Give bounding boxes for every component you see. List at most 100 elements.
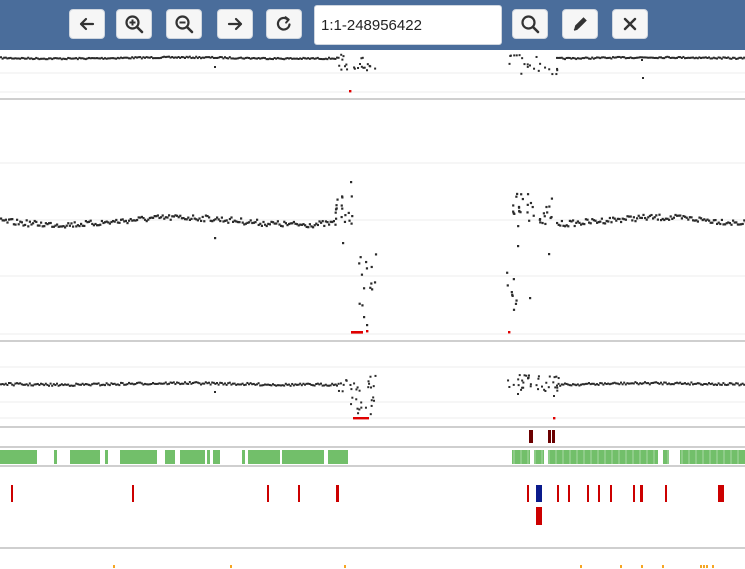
data-point (296, 223, 299, 226)
data-point (623, 56, 626, 59)
data-point (14, 223, 17, 226)
zoom-in-button[interactable] (116, 9, 152, 39)
search-icon (521, 15, 540, 34)
data-point (733, 56, 736, 59)
data-point (92, 57, 95, 60)
data-point (244, 383, 247, 386)
data-point (641, 59, 643, 61)
data-point (628, 215, 631, 218)
data-point (224, 56, 226, 59)
data-point (720, 218, 723, 222)
data-point (68, 224, 71, 227)
feature-bar (11, 485, 13, 502)
data-point (257, 57, 260, 60)
data-point (592, 382, 595, 385)
data-point (160, 216, 163, 219)
data-point (25, 383, 28, 386)
data-point (695, 382, 698, 385)
data-point (323, 58, 326, 61)
data-point (616, 217, 619, 220)
data-point (616, 55, 619, 58)
feature-bar (718, 485, 724, 502)
zoom-out-button[interactable] (166, 9, 202, 39)
data-point (276, 56, 279, 59)
data-point (341, 196, 344, 199)
data-point (568, 384, 571, 387)
data-point (153, 57, 156, 60)
data-point (324, 57, 327, 60)
data-point (328, 223, 331, 226)
data-point (70, 57, 73, 60)
highlight-segment (351, 331, 363, 334)
data-point (719, 56, 722, 59)
data-point (716, 57, 718, 60)
data-point (331, 382, 334, 385)
data-point (608, 56, 611, 59)
edit-button[interactable] (562, 9, 598, 39)
region-input[interactable] (314, 5, 502, 45)
data-point (270, 384, 273, 387)
data-point (153, 382, 156, 385)
back-button[interactable] (69, 9, 105, 39)
data-point (171, 56, 174, 59)
data-point (294, 383, 297, 386)
data-point (56, 382, 58, 385)
data-point (679, 381, 682, 384)
data-point (312, 226, 315, 229)
data-point (532, 214, 535, 217)
data-point (241, 57, 244, 60)
search-button[interactable] (512, 9, 548, 39)
data-point (369, 286, 372, 289)
data-point (529, 297, 532, 300)
forward-button[interactable] (217, 9, 253, 39)
data-point (355, 388, 358, 391)
data-point (607, 220, 610, 223)
data-point (281, 384, 284, 387)
data-point (361, 304, 364, 307)
data-point (671, 56, 674, 59)
data-point (188, 381, 191, 384)
close-button[interactable] (612, 9, 648, 39)
data-point (562, 224, 565, 227)
data-point (233, 219, 236, 222)
data-point (708, 56, 710, 59)
data-point (116, 383, 119, 386)
data-point (27, 56, 30, 59)
data-point (548, 68, 551, 71)
data-point (94, 57, 97, 60)
data-point (572, 56, 574, 59)
data-point (580, 383, 582, 386)
data-point (538, 218, 541, 221)
data-point (528, 219, 531, 222)
data-point (717, 382, 720, 385)
data-point (640, 382, 643, 385)
data-point (137, 216, 140, 219)
data-point (360, 401, 363, 404)
data-point (711, 221, 714, 224)
data-point (91, 383, 94, 386)
data-point (358, 408, 361, 411)
data-point (600, 56, 603, 59)
data-point (703, 56, 706, 59)
data-point (551, 73, 554, 76)
data-point (679, 56, 682, 59)
data-point (286, 57, 289, 60)
feature-bar (336, 485, 339, 502)
data-point (280, 224, 283, 227)
data-point (735, 221, 738, 224)
data-point (220, 381, 223, 384)
data-point (526, 65, 529, 68)
data-point (565, 56, 568, 59)
data-point (270, 58, 273, 61)
data-point (716, 383, 718, 386)
data-point (521, 57, 524, 60)
data-point (360, 406, 363, 409)
data-point (176, 214, 179, 217)
data-point (65, 224, 68, 227)
refresh-button[interactable] (266, 9, 302, 39)
data-point (349, 383, 352, 386)
data-point (637, 56, 640, 59)
data-point (97, 224, 100, 227)
data-point (273, 222, 276, 225)
data-point (256, 57, 258, 60)
